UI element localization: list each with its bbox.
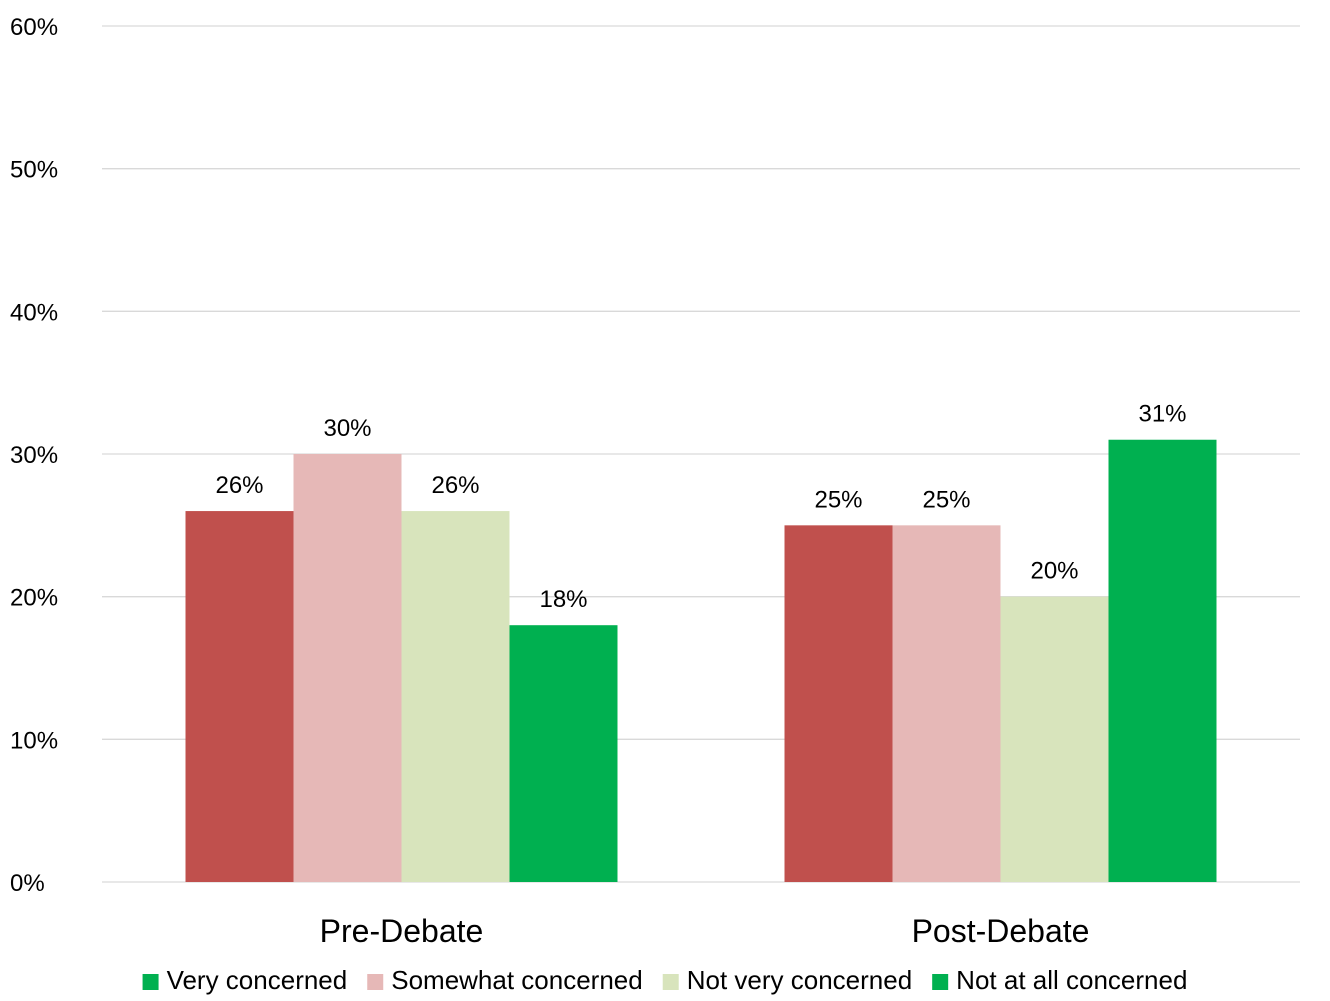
y-tick-label: 30% [10, 442, 58, 469]
bar-very-concerned [784, 525, 893, 882]
data-label: 26% [431, 472, 479, 499]
data-label: 18% [539, 586, 587, 613]
bar-not-very-concerned [401, 511, 510, 882]
data-label: 30% [323, 415, 371, 442]
y-tick-label: 20% [10, 585, 58, 612]
bar-somewhat-concerned [293, 454, 402, 882]
data-label: 20% [1030, 558, 1078, 585]
legend-swatch [142, 974, 159, 990]
bar-not-very-concerned [1000, 596, 1109, 882]
legend-label: Not very concerned [687, 965, 912, 995]
bar-not-at-all-concerned [509, 625, 618, 882]
legend-swatch [932, 974, 949, 990]
y-tick-label: 0% [10, 870, 45, 897]
y-tick-label: 60% [10, 14, 58, 41]
data-label: 31% [1138, 401, 1186, 428]
data-label: 25% [814, 486, 862, 513]
legend-label: Somewhat concerned [391, 965, 642, 995]
data-label: 25% [922, 486, 970, 513]
bar-very-concerned [185, 511, 294, 882]
legend-swatch [367, 974, 384, 990]
y-tick-label: 50% [10, 157, 58, 184]
y-tick-label: 10% [10, 727, 58, 754]
x-category-label: Pre-Debate [320, 913, 484, 949]
y-tick-label: 40% [10, 299, 58, 326]
legend-label: Not at all concerned [956, 965, 1187, 995]
data-label: 26% [215, 472, 263, 499]
legend-swatch [662, 974, 679, 990]
bar-somewhat-concerned [892, 525, 1001, 882]
x-category-label: Post-Debate [912, 913, 1090, 949]
bar-not-at-all-concerned [1108, 439, 1217, 882]
legend-label: Very concerned [167, 965, 348, 995]
